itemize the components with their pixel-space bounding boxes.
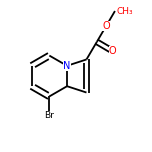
Text: CH₃: CH₃ (116, 7, 133, 16)
Text: O: O (109, 46, 116, 56)
Text: N: N (63, 61, 71, 71)
Text: O: O (102, 21, 110, 31)
Text: Br: Br (44, 111, 54, 120)
